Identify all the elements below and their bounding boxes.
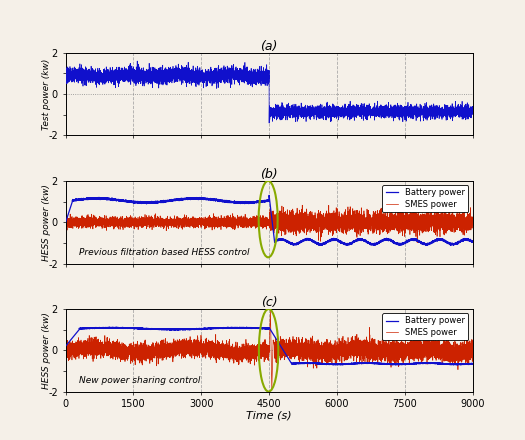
Battery power [384, 237, 390, 242]
Legend: Battery power, SMES power: Battery power, SMES power [383, 185, 468, 212]
Battery power [106, 324, 112, 330]
Battery power [469, 239, 476, 245]
Battery power [393, 362, 399, 367]
SMES power [269, 387, 275, 392]
Battery power [317, 242, 323, 247]
SMES power [311, 220, 318, 226]
Battery power [311, 239, 318, 245]
SMES power [62, 220, 69, 226]
Legend: Battery power, SMES power: Battery power, SMES power [383, 313, 468, 340]
SMES power [311, 347, 318, 352]
Battery power [266, 193, 272, 198]
Battery power [311, 361, 318, 366]
Line: SMES power: SMES power [66, 311, 472, 389]
Battery power [469, 361, 476, 367]
Battery power [86, 326, 92, 331]
Battery power [171, 198, 177, 203]
Battery power [319, 243, 326, 248]
SMES power [463, 227, 469, 233]
SMES power [171, 349, 177, 354]
Title: (b): (b) [260, 168, 278, 181]
Line: SMES power: SMES power [66, 204, 472, 242]
SMES power [267, 308, 274, 314]
Y-axis label: HESS power (kw): HESS power (kw) [43, 184, 51, 260]
SMES power [469, 355, 476, 360]
Battery power [384, 362, 390, 367]
Text: Previous filtration based HESS control: Previous filtration based HESS control [79, 248, 250, 257]
Battery power [171, 327, 177, 332]
Battery power [463, 237, 469, 242]
Line: Battery power: Battery power [66, 327, 472, 365]
Title: (c): (c) [261, 296, 277, 309]
SMES power [384, 225, 390, 231]
SMES power [396, 202, 402, 207]
Title: (a): (a) [260, 40, 278, 53]
SMES power [384, 349, 390, 354]
Battery power [62, 344, 69, 349]
SMES power [86, 350, 92, 355]
Y-axis label: Test power (kw): Test power (kw) [43, 59, 51, 130]
SMES power [317, 223, 323, 228]
SMES power [463, 353, 469, 359]
Battery power [86, 196, 92, 201]
Battery power [62, 220, 69, 225]
Battery power [317, 361, 323, 367]
Y-axis label: HESS power (kw): HESS power (kw) [43, 312, 51, 389]
Text: New power sharing control: New power sharing control [79, 376, 201, 385]
Line: Battery power: Battery power [66, 195, 472, 246]
SMES power [469, 216, 476, 222]
X-axis label: Time (s): Time (s) [246, 411, 292, 421]
SMES power [318, 342, 324, 348]
Battery power [463, 362, 469, 367]
SMES power [86, 224, 92, 230]
SMES power [62, 358, 69, 363]
SMES power [171, 222, 177, 227]
SMES power [414, 240, 421, 245]
